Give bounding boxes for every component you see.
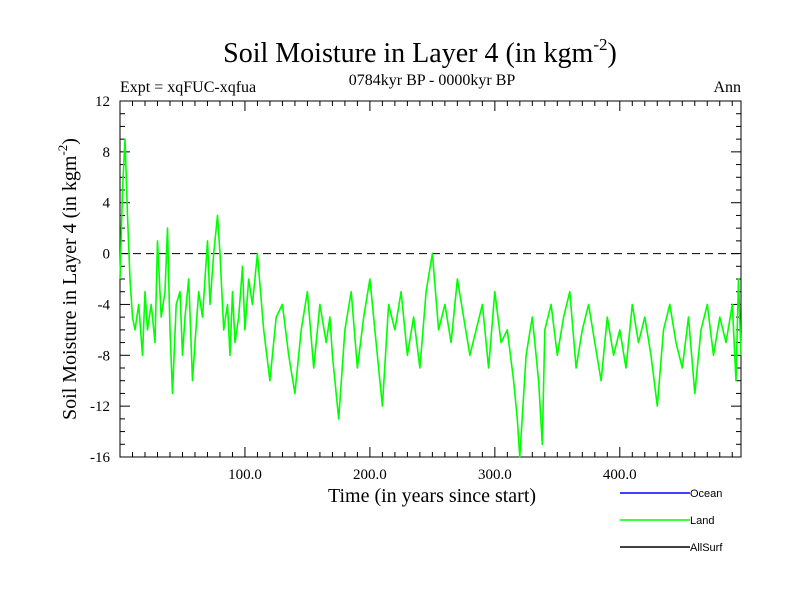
x-tick-label: 200.0 [353, 467, 387, 483]
y-axis-label-main: Soil Moisture in Layer 4 (in kgm [59, 155, 81, 420]
legend-label-allsurf: AllSurf [690, 542, 723, 554]
chart-title-main: Soil Moisture in Layer 4 (in kgm [223, 38, 593, 69]
x-axis: 100.0 200.0 300.0 400.0 [131, 101, 733, 483]
y-tick-label: 8 [103, 145, 111, 161]
y-tick-label: 4 [103, 196, 111, 212]
chart-title-end: ) [608, 38, 617, 69]
legend: Ocean Land AllSurf [620, 488, 723, 554]
y-tick-label: 0 [103, 247, 111, 263]
x-tick-label: 100.0 [228, 467, 262, 483]
y-axis: -16 -12 -8 -4 0 4 8 12 [90, 94, 741, 466]
y-axis-label-end: ) [59, 138, 81, 145]
chart-title-sup: -2 [593, 35, 607, 54]
y-axis-label: Soil Moisture in Layer 4 (in kgm-2) [55, 138, 81, 420]
y-axis-label-sup: -2 [55, 145, 70, 156]
legend-label-land: Land [690, 515, 714, 527]
y-tick-label: -16 [90, 450, 110, 466]
x-tick-label: 300.0 [478, 467, 512, 483]
y-tick-label: 12 [95, 94, 110, 110]
x-axis-label: Time (in years since start) [328, 485, 536, 507]
y-tick-label: -4 [98, 297, 111, 313]
chart-subtitle: 0784kyr BP - 0000kyr BP [349, 72, 516, 89]
y-tick-label: -12 [90, 399, 110, 415]
series-line-land [119, 138, 742, 458]
expt-label: Expt = xqFUC-xqfua [120, 79, 256, 96]
x-tick-label: 400.0 [603, 467, 637, 483]
legend-label-ocean: Ocean [690, 488, 722, 500]
season-label: Ann [713, 79, 741, 96]
y-tick-label: -8 [98, 348, 111, 364]
series-group [119, 138, 742, 458]
chart-title: Soil Moisture in Layer 4 (in kgm-2) [223, 35, 617, 69]
plot-frame [119, 100, 742, 458]
